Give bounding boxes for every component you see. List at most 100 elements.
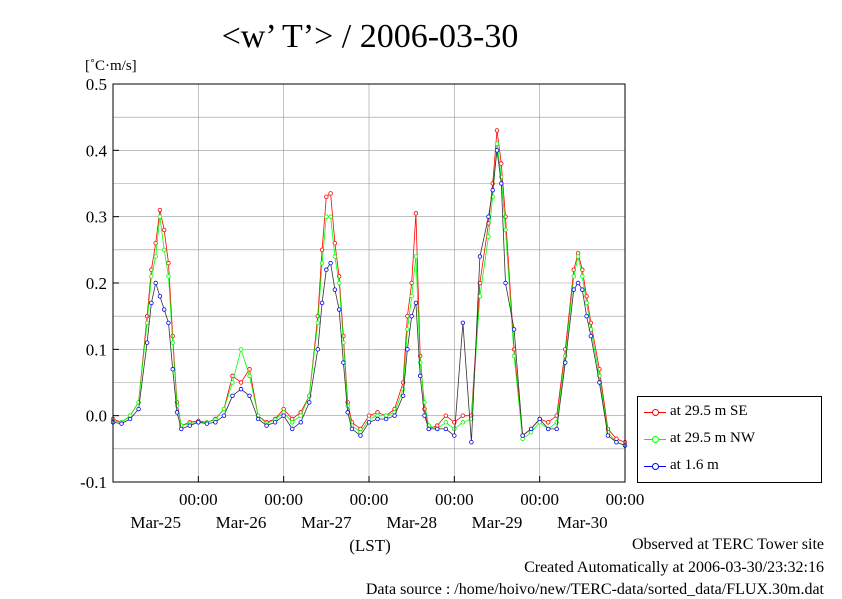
data-point [204,421,210,426]
legend-label: at 29.5 m SE [670,403,748,419]
legend-swatch-green [644,433,666,445]
data-point [554,426,559,432]
series-line [112,150,626,446]
data-point [161,227,167,233]
data-point [324,214,329,219]
data-point [230,380,235,385]
data-point [413,300,419,306]
data-point [127,416,133,422]
data-point [161,247,167,253]
data-point [422,413,427,418]
data-point [614,440,619,445]
x-tick-date: Mar-30 [557,513,608,532]
y-tick-label: 0.5 [86,75,107,94]
data-point [149,274,154,279]
data-point [179,426,184,432]
data-point [413,211,419,216]
data-point [469,440,474,445]
y-tick-label: -0.1 [80,473,107,492]
data-point [328,214,333,219]
data-point [298,420,303,425]
data-point [460,320,466,325]
footer-site: Observed at TERC Tower site [631,536,824,553]
data-point [298,413,303,418]
data-point [477,294,483,299]
data-point [336,280,342,286]
data-point [324,267,329,272]
data-point [400,386,406,392]
data-point [520,433,525,438]
legend-swatch-red [644,406,666,418]
x-tick-time: 00:00 [520,490,559,509]
data-point [460,420,466,425]
data-point [196,420,201,425]
x-tick-time: 00:00 [435,490,474,509]
x-tick-time: 00:00 [350,490,389,509]
series-line [112,143,626,446]
data-point [443,420,448,425]
data-point [153,280,158,286]
data-point [409,313,414,319]
data-point [153,254,158,259]
data-point [584,313,589,319]
data-point [443,413,448,418]
data-point [255,416,261,422]
data-point [230,393,235,398]
data-point [170,367,175,372]
data-point [238,347,244,352]
y-tick-label: 0.2 [86,274,107,293]
x-axis-ticks: 00:00 Mar-25 00:00 Mar-26 00:00 Mar-27 00:00 Ma… [130,476,644,532]
data-point [144,320,150,325]
data-point [418,360,423,365]
data-point [494,148,500,153]
data-point [315,320,320,325]
y-axis-ticks: 0.5 0.4 0.3 0.2 0.1 0.0 -0.1 [80,75,119,492]
x-tick-date: Mar-26 [216,513,267,532]
chart-title: <w’ T’> / 2006-03-30 [222,18,519,55]
data-point [161,307,167,312]
data-point [157,294,163,299]
data-point [426,426,431,432]
data-point [345,410,350,415]
data-point [272,420,278,425]
data-point [166,274,171,279]
data-point [597,380,602,385]
data-point [221,406,227,412]
footer-created: Created Automatically at 2006-03-30/23:3… [524,559,824,576]
data-point [375,416,380,422]
data-point [221,413,227,418]
data-point [238,380,244,385]
data-point [571,287,576,292]
data-point [499,181,504,186]
data-point [584,300,589,306]
legend-item: at 29.5 m NW [644,430,755,447]
data-point [332,287,338,292]
data-point [332,254,338,259]
legend-label: at 1.6 m [670,457,719,473]
x-tick-date: Mar-25 [130,513,181,532]
legend-item: at 1.6 m [644,457,719,474]
y-tick-label: 0.3 [86,208,107,227]
data-point [503,280,508,286]
data-point [409,294,414,299]
data-point [443,426,448,432]
data-point [580,274,585,279]
data-point [315,347,320,352]
y-tick-label: 0.4 [86,141,108,160]
legend-label: at 29.5 m NW [670,430,755,446]
data-point [247,373,252,379]
data-point [213,420,218,425]
data-point [247,393,252,398]
data-point [324,194,329,199]
data-point [174,410,180,415]
data-point [511,327,517,332]
data-point [119,421,124,426]
data-point [157,214,163,219]
x-tick-date: Mar-28 [386,513,437,532]
data-point [580,287,585,292]
data-point [571,274,576,279]
data-point [187,423,192,428]
x-tick-time: 00:00 [606,490,645,509]
data-point [405,327,410,332]
data-point [435,426,440,432]
